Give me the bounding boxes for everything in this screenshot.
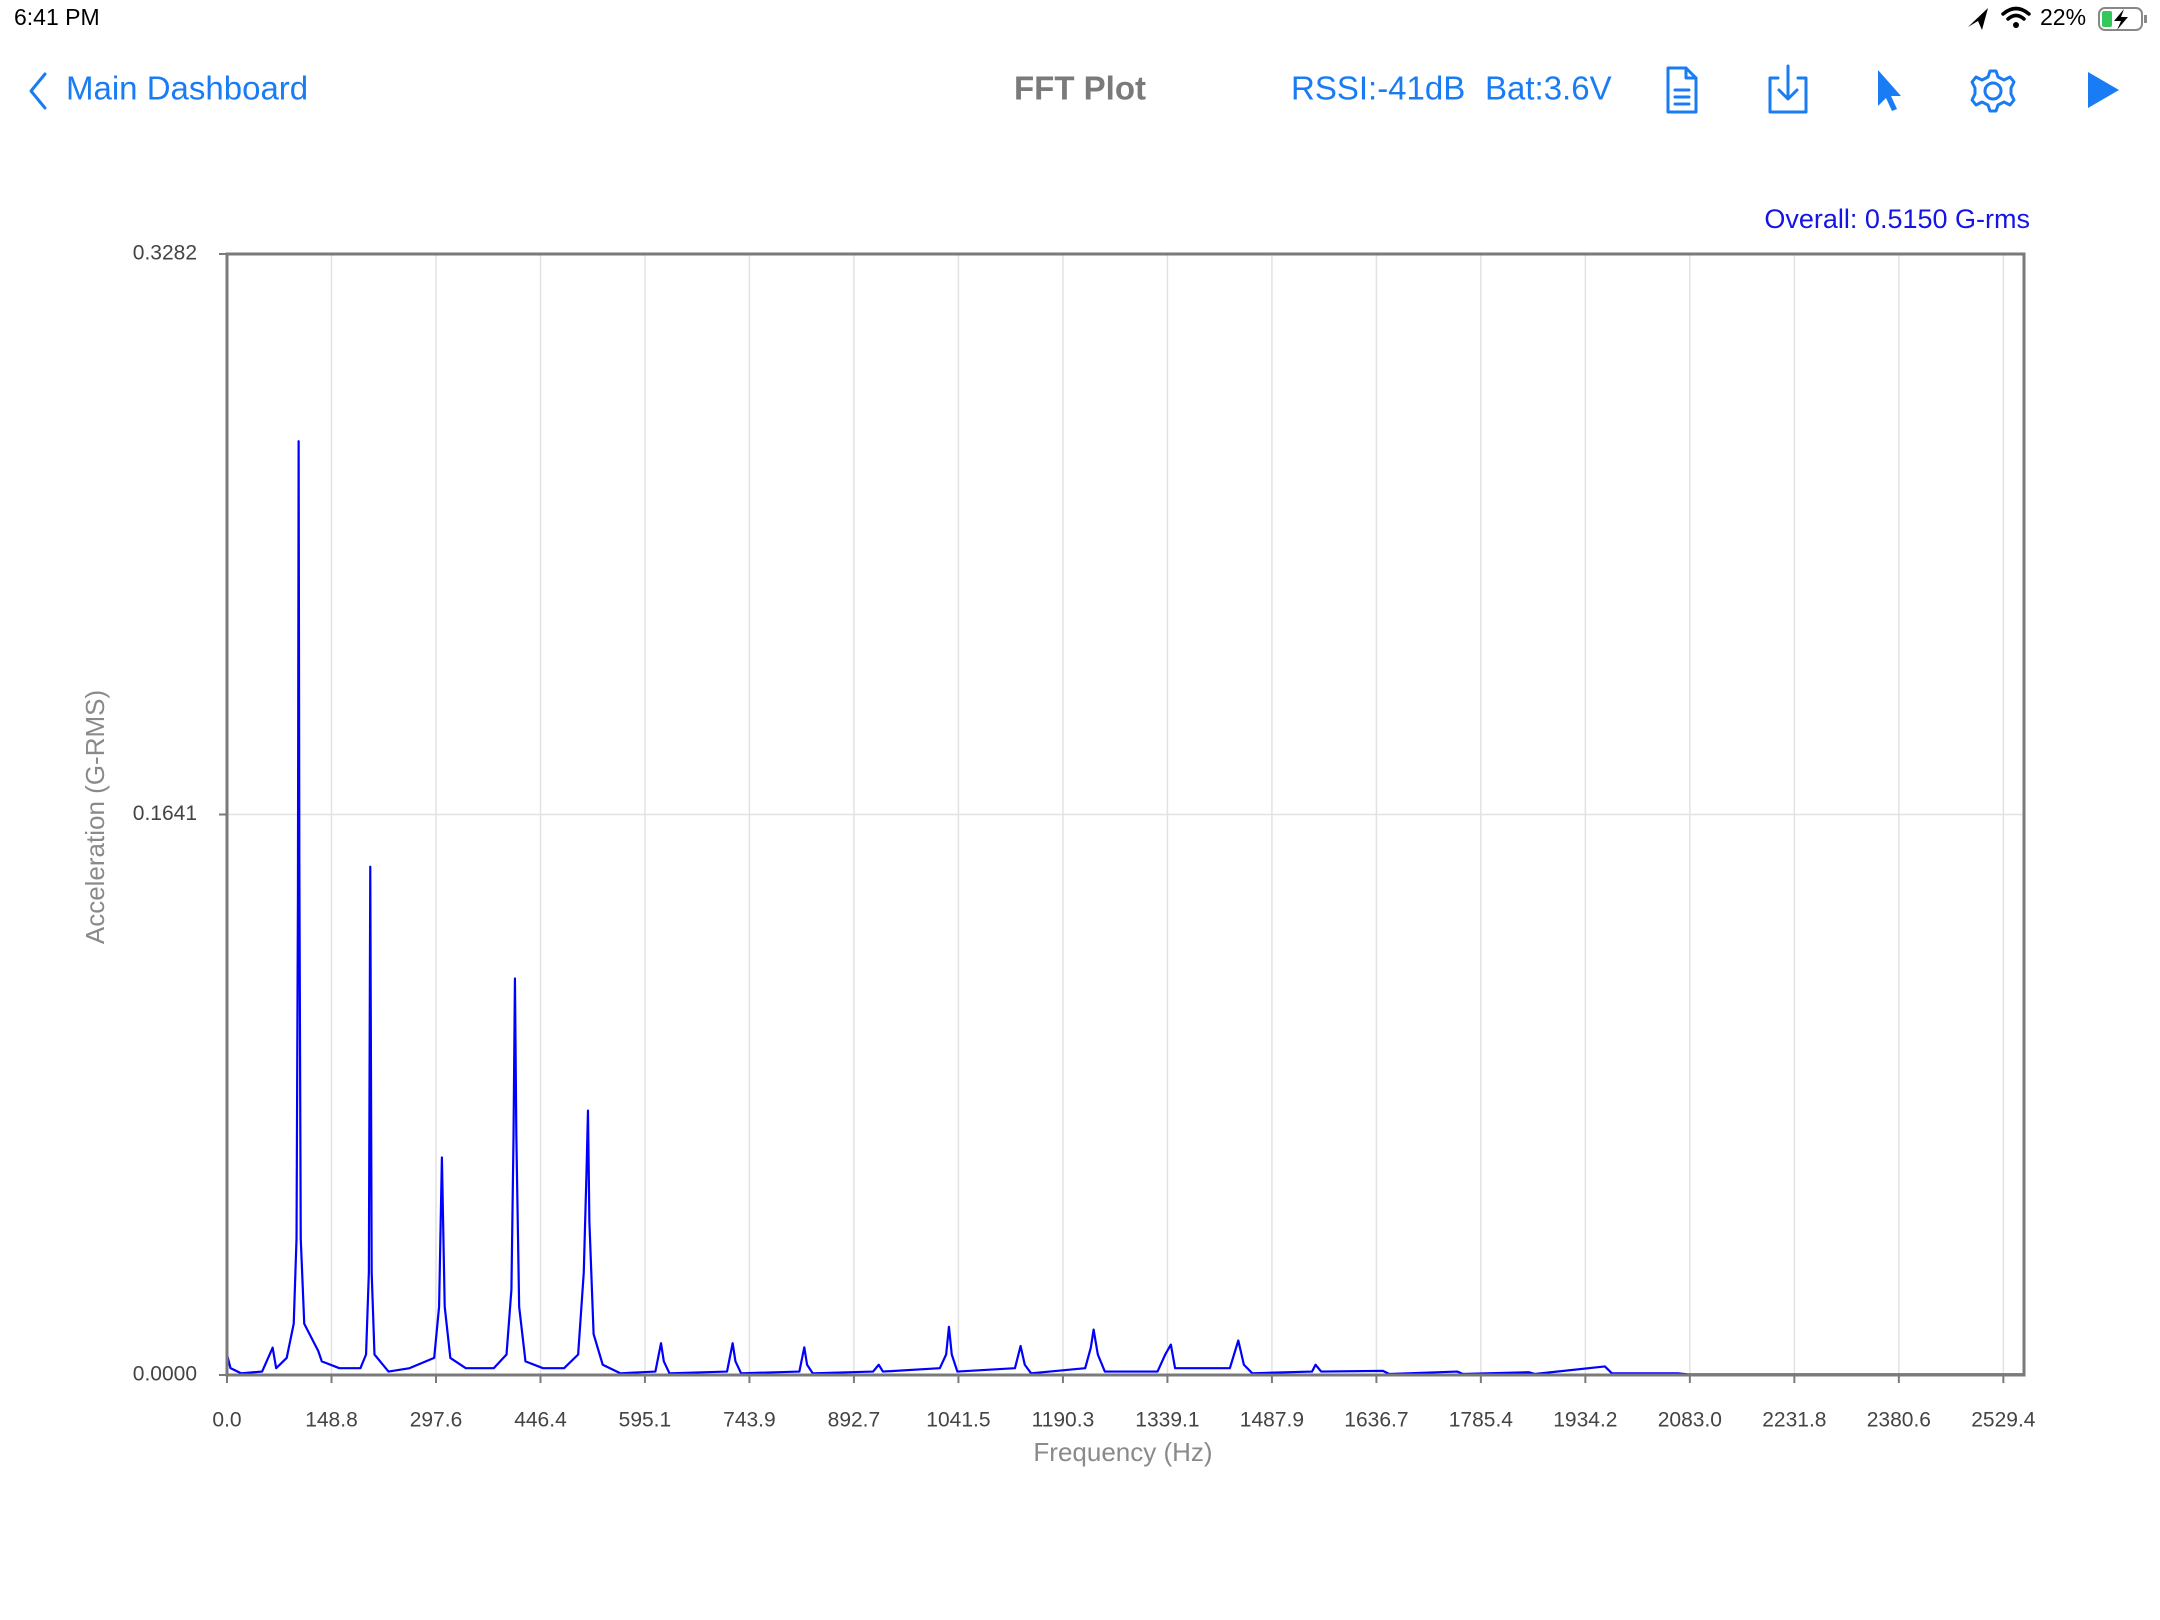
- charging-bolt: [2114, 9, 2128, 30]
- x-tick-label: 1636.7: [1344, 1409, 1408, 1432]
- x-tick-label: 297.6: [410, 1409, 463, 1432]
- wifi-dot: [2013, 22, 2019, 28]
- x-tick-label: 446.4: [514, 1409, 567, 1432]
- x-tick-label: 2083.0: [1658, 1409, 1722, 1432]
- x-tick-label: 892.7: [828, 1409, 881, 1432]
- x-tick-label: 0.0: [212, 1409, 241, 1432]
- y-tick-label: 0.3282: [133, 242, 197, 265]
- back-chevron[interactable]: [29, 72, 47, 110]
- document-icon[interactable]: [1666, 66, 1698, 114]
- x-axis-title: Frequency (Hz): [1033, 1437, 1212, 1467]
- rssi-label: RSSI:-41dB: [1291, 70, 1465, 107]
- x-tick-label: 595.1: [619, 1409, 672, 1432]
- x-tick-label: 1339.1: [1135, 1409, 1199, 1432]
- plot-frame: [225, 252, 2026, 1377]
- y-tick-label: 0.1641: [133, 802, 197, 825]
- location-icon: [1968, 8, 1988, 30]
- grid: 0.0 148.8 297.6 446.4 595.1 743.9 892.7 1041.5 1…: [133, 242, 2036, 1432]
- spectrum-line: [225, 440, 2024, 1376]
- battery-tip: [2144, 15, 2147, 23]
- play-button[interactable]: [2088, 72, 2119, 108]
- y-axis-title: Acceleration (G-RMS): [80, 690, 110, 944]
- x-tick-label: 1487.9: [1240, 1409, 1304, 1432]
- status-time: 6:41 PM: [14, 4, 100, 30]
- download-icon[interactable]: [1768, 64, 1808, 114]
- settings-icon[interactable]: [1970, 69, 2016, 113]
- battery-level: [2102, 11, 2112, 27]
- plot-data: [225, 440, 2024, 1376]
- x-tick-label: 1190.3: [1032, 1409, 1095, 1432]
- cursor-icon[interactable]: [1878, 70, 1901, 111]
- x-tick-label: 1934.2: [1553, 1409, 1617, 1432]
- x-tick-label: 2231.8: [1762, 1409, 1826, 1432]
- x-tick-label: 2380.6: [1867, 1409, 1931, 1432]
- battery-percent: 22%: [2040, 4, 2086, 30]
- wifi-icon: [2001, 6, 2031, 21]
- x-tick-label: 2529.4: [1971, 1409, 2036, 1432]
- overall-rms: Overall: 0.5150 G-rms: [1764, 204, 2030, 234]
- battery-voltage: Bat:3.6V: [1485, 70, 1612, 107]
- back-button[interactable]: Main Dashboard: [66, 70, 308, 107]
- screen-title: FFT Plot: [1014, 70, 1146, 107]
- x-tick-label: 1785.4: [1449, 1409, 1514, 1432]
- battery-outline: [2098, 7, 2143, 31]
- x-tick-label: 743.9: [723, 1409, 776, 1432]
- x-tick-label: 148.8: [305, 1409, 358, 1432]
- x-tick-label: 1041.5: [926, 1409, 990, 1432]
- y-tick-label: 0.0000: [133, 1363, 197, 1386]
